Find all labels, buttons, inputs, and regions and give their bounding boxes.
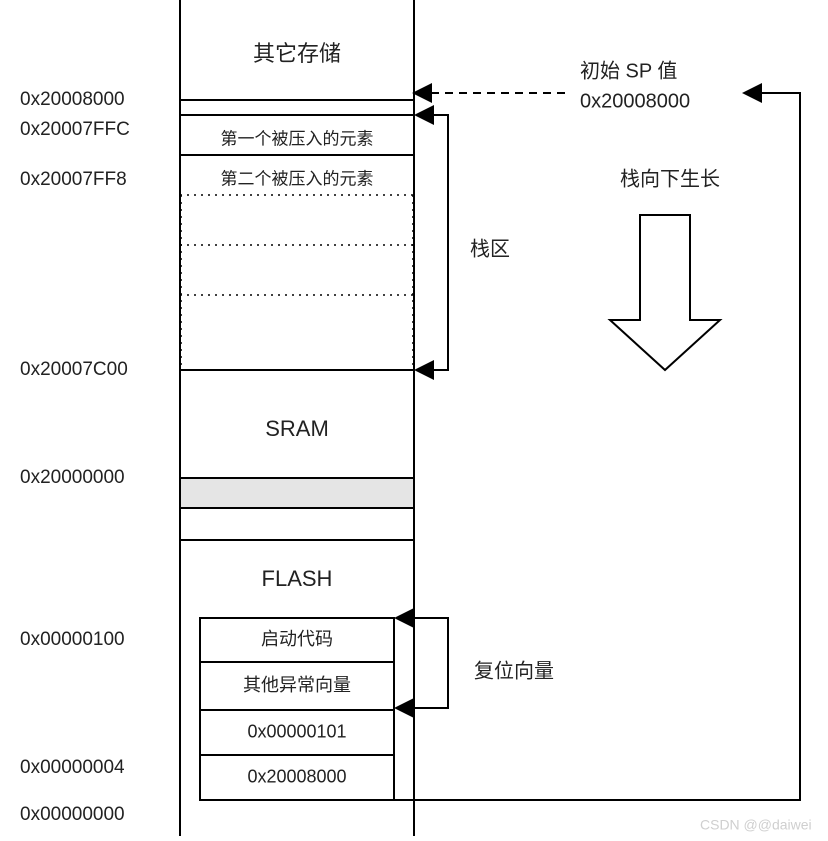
address-label: 0x20007FF8 [20,169,127,190]
flash-row-label: 其他异常向量 [243,675,351,695]
flash-row-label: 0x20008000 [247,766,346,786]
stack-bracket-bottom [416,243,448,371]
reset-vector-bracket-bottom [396,663,448,708]
address-label: 0x20000000 [20,467,125,488]
stack-region-label: 栈区 [470,237,510,260]
address-label: 0x00000100 [20,629,125,650]
memory-cell-label: SRAM [265,416,329,441]
address-label: 0x20007C00 [20,359,128,380]
memory-cell-label: 其它存储 [253,41,341,66]
memory-cell-label: 第二个被压入的元素 [221,169,374,188]
flash-row-label: 0x00000101 [247,721,346,741]
initial-sp-label: 初始 SP 值 [580,59,677,82]
address-label: 0x00000004 [20,757,125,778]
watermark-text: CSDN @@daiwei [700,817,812,833]
reset-vector-label: 复位向量 [474,659,554,682]
address-label: 0x00000000 [20,804,125,825]
address-label: 0x20007FFC [20,119,130,140]
stack-bracket-top [416,115,448,243]
stack-grows-down-arrow-icon [610,215,720,370]
memory-cell-label: 第一个被压入的元素 [221,129,374,148]
initial-sp-value: 0x20008000 [580,90,690,112]
sp-load-arrow [394,93,800,800]
reset-vector-bracket-top [396,618,448,663]
gray-gap-band [180,478,414,508]
address-label: 0x20008000 [20,89,125,110]
stack-grows-label: 栈向下生长 [620,167,720,190]
flash-row-label: 启动代码 [261,629,333,649]
memory-cell-label: FLASH [262,566,333,591]
